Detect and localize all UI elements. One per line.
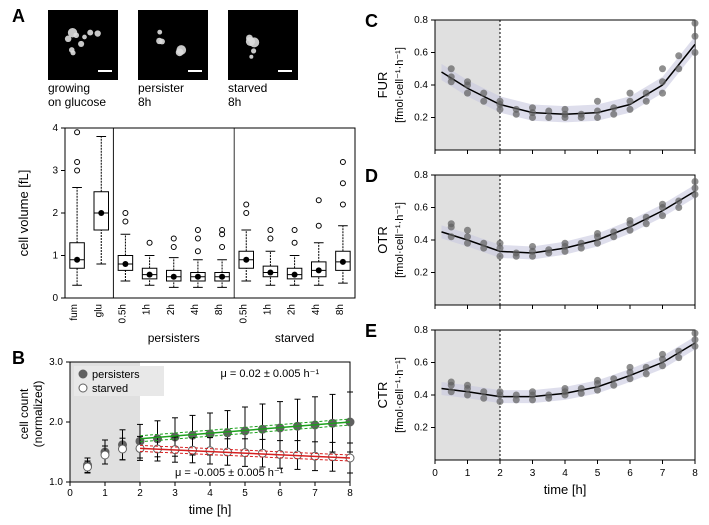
svg-text:0: 0 bbox=[52, 293, 58, 304]
svg-text:0.2: 0.2 bbox=[414, 113, 428, 124]
svg-text:0.4: 0.4 bbox=[414, 390, 428, 401]
svg-text:[fmol·cell⁻¹·h⁻¹]: [fmol·cell⁻¹·h⁻¹] bbox=[394, 357, 406, 433]
microscopy-caption: persister8h bbox=[138, 82, 218, 110]
svg-text:0.4: 0.4 bbox=[414, 235, 428, 246]
panel-e-label: E bbox=[365, 321, 377, 342]
svg-text:2.0: 2.0 bbox=[49, 417, 63, 428]
microscopy-caption: growingon glucose bbox=[48, 82, 128, 110]
svg-text:2: 2 bbox=[497, 468, 503, 479]
svg-text:4: 4 bbox=[52, 123, 58, 134]
svg-text:3: 3 bbox=[530, 468, 536, 479]
svg-text:0: 0 bbox=[432, 468, 438, 479]
svg-text:0.4: 0.4 bbox=[414, 80, 428, 91]
svg-text:1: 1 bbox=[465, 468, 471, 479]
svg-text:glu: glu bbox=[93, 304, 104, 317]
svg-text:(normalized): (normalized) bbox=[31, 381, 45, 448]
svg-text:CTR: CTR bbox=[375, 382, 390, 409]
svg-text:4: 4 bbox=[562, 468, 568, 479]
svg-text:0.8: 0.8 bbox=[414, 170, 428, 181]
svg-text:0.5h: 0.5h bbox=[117, 304, 128, 323]
svg-text:fum: fum bbox=[69, 304, 80, 321]
svg-text:time [h]: time [h] bbox=[544, 482, 587, 497]
svg-text:cell volume [fL]: cell volume [fL] bbox=[16, 170, 31, 257]
microscopy-image bbox=[48, 10, 118, 80]
svg-text:6: 6 bbox=[627, 468, 633, 479]
svg-text:4: 4 bbox=[207, 488, 213, 499]
microscopy-caption: starved8h bbox=[228, 82, 308, 110]
svg-text:0.5h: 0.5h bbox=[238, 304, 249, 323]
svg-text:2: 2 bbox=[52, 208, 58, 219]
panel-d-chart: 0.2 0.4 0.6 0.8 OTR [fmol·cell⁻¹·h⁻¹] bbox=[365, 160, 705, 315]
svg-text:1: 1 bbox=[52, 251, 58, 262]
svg-text:persisters: persisters bbox=[92, 369, 140, 381]
svg-text:0.6: 0.6 bbox=[414, 358, 428, 369]
svg-text:0.2: 0.2 bbox=[414, 268, 428, 279]
svg-text:1: 1 bbox=[102, 488, 108, 499]
svg-text:2h: 2h bbox=[287, 304, 298, 315]
svg-text:1.0: 1.0 bbox=[49, 477, 63, 488]
right-panels: 0.20.40.60.8FUR[fmol·cell⁻¹·h⁻¹]C0.20.40… bbox=[365, 5, 705, 520]
panel-b-chart: 0 1 2 3 4 5 6 7 8 1.0 2.0 3.0 time [h] cell count(nor… bbox=[10, 352, 360, 522]
svg-text:7: 7 bbox=[312, 488, 318, 499]
svg-text:0.6: 0.6 bbox=[414, 48, 428, 59]
panel-c-chart: 0.2 0.4 0.6 0.8 FUR [fmol·cell⁻¹·h⁻¹] bbox=[365, 5, 705, 160]
svg-text:μ = 0.02 ± 0.005 h⁻¹: μ = 0.02 ± 0.005 h⁻¹ bbox=[221, 368, 320, 380]
svg-text:persisters: persisters bbox=[148, 331, 200, 345]
svg-text:μ = -0.005 ± 0.005 h⁻¹: μ = -0.005 ± 0.005 h⁻¹ bbox=[175, 467, 284, 479]
svg-text:starved: starved bbox=[275, 331, 314, 345]
svg-text:cell count: cell count bbox=[17, 388, 31, 439]
svg-text:7: 7 bbox=[660, 468, 666, 479]
svg-text:0.8: 0.8 bbox=[414, 15, 428, 26]
svg-text:FUR: FUR bbox=[375, 72, 390, 99]
svg-text:0.6: 0.6 bbox=[414, 203, 428, 214]
microscopy-image bbox=[138, 10, 208, 80]
svg-text:4h: 4h bbox=[311, 304, 322, 315]
svg-text:[fmol·cell⁻¹·h⁻¹]: [fmol·cell⁻¹·h⁻¹] bbox=[394, 47, 406, 123]
svg-text:3: 3 bbox=[52, 166, 58, 177]
svg-text:[fmol·cell⁻¹·h⁻¹]: [fmol·cell⁻¹·h⁻¹] bbox=[394, 202, 406, 278]
panel-a-boxplot: 0 1 2 3 4 fum glu 0.5h 1h 2h 4h 8h 0.5h 1h 2h 4h 8h persi… bbox=[10, 120, 360, 350]
svg-text:0: 0 bbox=[67, 488, 73, 499]
microscopy-row: growingon glucose persister8h starved8h bbox=[48, 10, 348, 120]
svg-text:3: 3 bbox=[172, 488, 178, 499]
svg-text:0.8: 0.8 bbox=[414, 325, 428, 336]
svg-text:4h: 4h bbox=[190, 304, 201, 315]
svg-text:3.0: 3.0 bbox=[49, 357, 63, 368]
svg-text:1h: 1h bbox=[262, 304, 273, 315]
svg-text:1h: 1h bbox=[142, 304, 153, 315]
svg-text:5: 5 bbox=[595, 468, 601, 479]
svg-text:8h: 8h bbox=[335, 304, 346, 315]
svg-text:8: 8 bbox=[692, 468, 698, 479]
svg-text:starved: starved bbox=[92, 383, 128, 395]
svg-text:0.2: 0.2 bbox=[414, 423, 428, 434]
svg-text:time [h]: time [h] bbox=[189, 502, 232, 517]
svg-text:8h: 8h bbox=[214, 304, 225, 315]
svg-text:5: 5 bbox=[242, 488, 248, 499]
svg-text:2: 2 bbox=[137, 488, 143, 499]
panel-a-label: A bbox=[12, 6, 25, 27]
svg-text:6: 6 bbox=[277, 488, 283, 499]
svg-text:2h: 2h bbox=[166, 304, 177, 315]
svg-text:8: 8 bbox=[347, 488, 353, 499]
panel-d-label: D bbox=[365, 166, 378, 187]
panel-c-label: C bbox=[365, 11, 378, 32]
panel-e-chart: 0.2 0.4 0.6 0.8 0 1 2 3 4 5 6 7 8 time [h] CTR [fmol·ce… bbox=[365, 315, 705, 515]
microscopy-image bbox=[228, 10, 298, 80]
svg-text:OTR: OTR bbox=[375, 226, 390, 253]
